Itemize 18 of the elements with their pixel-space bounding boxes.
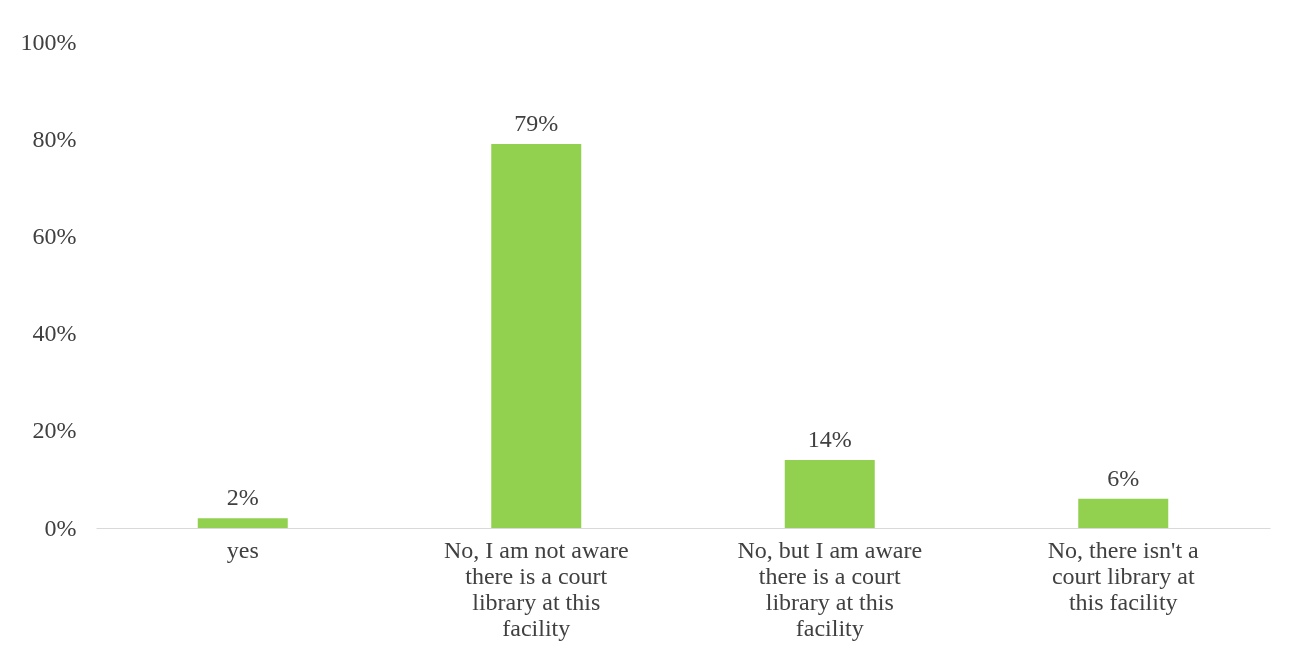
y-tick-label: 100% <box>20 28 77 55</box>
x-tick-label: No, but I am aware there is a court library at this facility <box>737 536 923 641</box>
y-tick-label: 60% <box>32 222 77 249</box>
data-label: 14% <box>807 425 852 452</box>
x-tick-label: No, I am not aware there is a court library at this facility <box>443 536 629 641</box>
y-tick-label: 40% <box>32 320 77 347</box>
y-tick-label: 20% <box>32 417 77 444</box>
y-tick-label: 80% <box>32 125 77 152</box>
x-tick-label: No, there isn't a court library at this facility <box>1047 536 1200 615</box>
bar <box>1078 498 1169 528</box>
data-label: 6% <box>1107 464 1140 491</box>
bar <box>784 459 875 528</box>
bar <box>197 518 288 528</box>
x-tick-label: yes <box>226 536 259 563</box>
y-tick-label: 0% <box>44 514 77 541</box>
data-label: 2% <box>226 484 259 511</box>
bar <box>491 144 582 528</box>
data-label: 79% <box>514 110 559 137</box>
